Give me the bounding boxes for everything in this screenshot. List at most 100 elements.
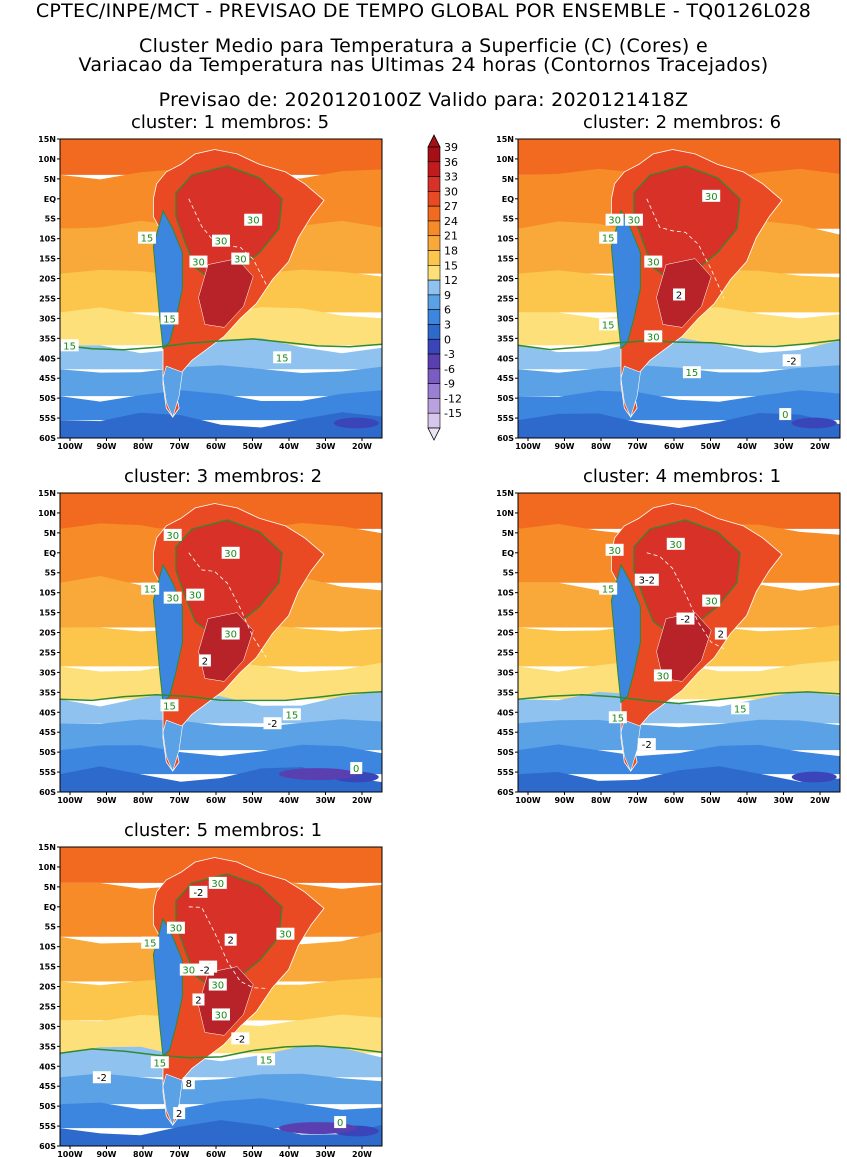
lat-tick-label: 25S bbox=[39, 648, 56, 657]
contour-label-box bbox=[60, 339, 79, 352]
contour-label: 30 bbox=[211, 879, 224, 890]
ocean-temperature-band bbox=[60, 390, 382, 421]
colorbar-swatch bbox=[427, 338, 441, 355]
colorbar-swatch bbox=[427, 146, 441, 163]
lon-tick-label: 30W bbox=[316, 796, 336, 805]
contour-label: 15 bbox=[602, 234, 615, 245]
isotherm-15c-contour bbox=[517, 339, 841, 351]
colorbar-swatch bbox=[427, 265, 441, 281]
contour-label-box bbox=[666, 537, 685, 550]
map-panel-4: 15N 10N 5N EQ 5S 10S 15S 20S 25S 30S 35S 40S 45S 50S 5… bbox=[496, 489, 841, 805]
lat-tick-label: 20S bbox=[39, 983, 56, 992]
patagonia-region bbox=[162, 719, 183, 772]
contour-label-box bbox=[624, 213, 643, 226]
colorbar-label: 3 bbox=[444, 318, 451, 331]
ocean-temperature-band bbox=[518, 365, 840, 397]
contour-label: 15 bbox=[602, 585, 615, 596]
colorbar-label: -9 bbox=[444, 378, 455, 391]
lat-tick-label: 40S bbox=[39, 1062, 56, 1071]
contour-label-box bbox=[273, 351, 292, 364]
contour-label: 30 bbox=[247, 216, 260, 227]
colorbar-min-arrow bbox=[427, 427, 441, 441]
contour-label: 2 bbox=[676, 290, 682, 301]
colorbar-swatch bbox=[427, 161, 441, 177]
lat-tick-label: 30S bbox=[39, 668, 56, 677]
lat-tick-label: 20S bbox=[497, 629, 514, 638]
isotherm-15c-contour bbox=[59, 691, 383, 702]
isotherm-15c-contour bbox=[59, 1045, 383, 1059]
contour-label-box bbox=[208, 876, 227, 889]
ocean-temperature-band bbox=[60, 1120, 382, 1146]
lon-tick-label: 90W bbox=[97, 442, 117, 451]
contour-label-box bbox=[208, 978, 227, 991]
patagonia-region bbox=[620, 365, 641, 418]
colorbar-swatch bbox=[427, 250, 441, 266]
lat-tick-label: 45S bbox=[497, 728, 514, 737]
contour-label: -2 bbox=[680, 615, 690, 626]
lon-tick-label: 70W bbox=[628, 796, 648, 805]
lat-tick-label: 35S bbox=[497, 334, 514, 343]
contour-label: 15 bbox=[144, 585, 157, 596]
contour-label: -2 bbox=[235, 1034, 245, 1045]
colorbar-swatch bbox=[427, 368, 441, 384]
andes-cold-strip bbox=[610, 563, 641, 704]
lat-tick-label: 10N bbox=[38, 863, 56, 872]
contour-label-box bbox=[282, 708, 301, 721]
contour-label: 30 bbox=[215, 237, 228, 248]
lat-tick-label: EQ bbox=[44, 195, 56, 204]
lat-tick-label: 15N bbox=[38, 135, 56, 144]
ocean-temperature-band bbox=[518, 691, 840, 724]
contour-label: 15 bbox=[734, 704, 747, 715]
lat-tick-label: EQ bbox=[502, 195, 514, 204]
contour-label: 30 bbox=[657, 671, 670, 682]
contour-label-box bbox=[599, 231, 618, 244]
contour-label-box bbox=[605, 213, 624, 226]
patagonia-region bbox=[162, 365, 183, 418]
colorbar-swatch bbox=[427, 220, 441, 237]
lat-tick-label: 15S bbox=[39, 963, 56, 972]
contour-label-box bbox=[676, 612, 695, 625]
contour-label-box bbox=[224, 933, 237, 946]
hot-core-region bbox=[656, 612, 712, 682]
contour-label-box bbox=[714, 627, 727, 640]
contour-label-box bbox=[731, 702, 750, 715]
contour-label: -2 bbox=[193, 888, 203, 899]
contour-label: 0 bbox=[337, 1118, 343, 1129]
contour-label: 2 bbox=[202, 656, 208, 667]
contour-label: -2 bbox=[642, 740, 652, 751]
lat-tick-label: 60S bbox=[39, 788, 56, 797]
contour-label-box bbox=[231, 1032, 250, 1045]
ocean-temperature-band bbox=[60, 1073, 382, 1105]
lat-tick-label: 5S bbox=[503, 215, 515, 224]
lat-tick-label: 60S bbox=[39, 434, 56, 443]
lat-tick-label: 40S bbox=[39, 708, 56, 717]
contour-label: 30 bbox=[166, 531, 179, 542]
lon-tick-label: 70W bbox=[170, 796, 190, 805]
lon-tick-label: 40W bbox=[279, 442, 299, 451]
lon-tick-label: 20W bbox=[352, 796, 372, 805]
colorbar-swatch bbox=[427, 205, 441, 222]
contour-label: -2 bbox=[200, 966, 210, 977]
contour-label-box bbox=[163, 528, 182, 541]
lon-tick-label: 70W bbox=[170, 1150, 190, 1157]
colorbar-label: 36 bbox=[444, 156, 458, 169]
panel-title-cluster-4: cluster: 4 membros: 1 bbox=[582, 466, 782, 487]
lat-tick-label: 50S bbox=[39, 1102, 56, 1111]
contour-label-box bbox=[644, 330, 663, 343]
contour-label-box bbox=[782, 354, 801, 367]
subtitle-line-1: Cluster Medio para Temperatura a Superfi… bbox=[139, 35, 708, 57]
lon-tick-label: 30W bbox=[316, 1150, 336, 1157]
temperature-change-contour bbox=[646, 552, 725, 650]
lon-tick-label: 70W bbox=[170, 442, 190, 451]
lon-tick-label: 60W bbox=[206, 442, 226, 451]
contour-label: 30 bbox=[215, 1010, 228, 1021]
contour-label-box bbox=[212, 1008, 230, 1021]
contour-label: 15 bbox=[144, 939, 157, 950]
lat-tick-label: 15S bbox=[39, 255, 56, 264]
contour-label-box bbox=[195, 963, 214, 976]
colorbar-label: 27 bbox=[444, 200, 458, 213]
ocean-temperature-band bbox=[518, 413, 840, 438]
lat-tick-label: 40S bbox=[497, 708, 514, 717]
map-frame bbox=[59, 492, 383, 793]
